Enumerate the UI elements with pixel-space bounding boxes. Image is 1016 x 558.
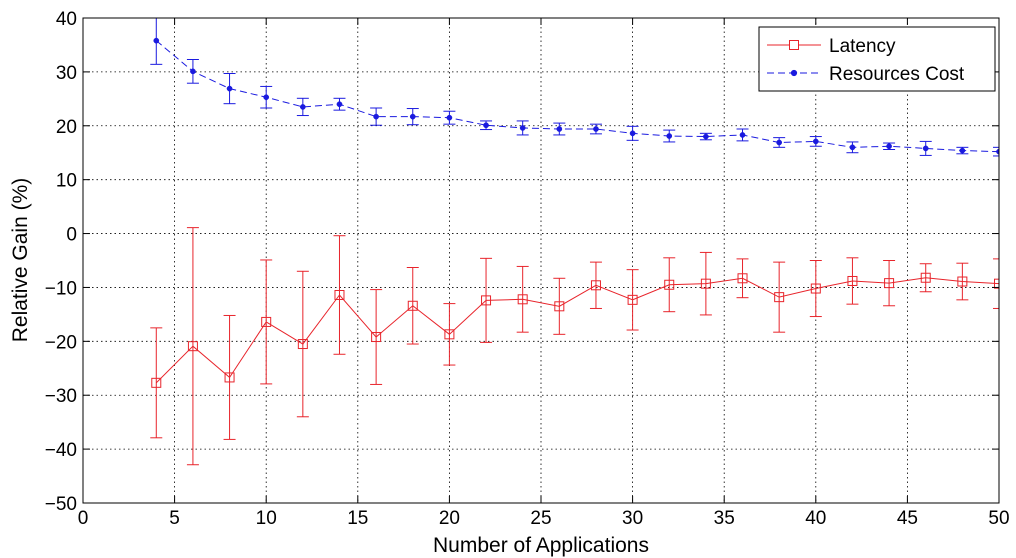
x-tick-label: 35	[714, 508, 735, 529]
resources-cost-marker	[922, 145, 929, 152]
resources-cost-marker	[519, 125, 526, 131]
y-tick-label: −50	[45, 494, 77, 515]
resources-cost-marker	[812, 138, 819, 145]
x-tick-label: 30	[622, 508, 643, 529]
latency-marker	[554, 301, 565, 312]
resources-cost-marker	[996, 148, 999, 155]
latency-marker	[810, 283, 821, 294]
ticks: 0 5 10 15 20 25 30 35 40 45 50 40 30 20 10 0 −10 −20 −30 −4…	[45, 9, 1010, 529]
legend-swatch-marker	[789, 40, 799, 50]
resources-cost-line	[155, 40, 999, 153]
latency-marker	[737, 273, 748, 284]
latency-marker	[151, 377, 162, 388]
legend-item-resources-cost: Resources Cost	[767, 64, 965, 85]
resources-cost-marker	[226, 85, 233, 92]
latency-marker	[664, 279, 675, 290]
resources-cost-marker	[336, 101, 343, 108]
y-tick-label: −10	[45, 278, 77, 299]
resources-cost-marker	[153, 37, 160, 44]
series-latency	[150, 227, 999, 466]
legend-swatch-marker	[790, 69, 798, 77]
series-layer	[150, 18, 999, 466]
resources-cost-marker	[373, 113, 379, 120]
y-tick-label: 30	[56, 63, 77, 84]
resources-cost-marker	[739, 132, 746, 138]
series-clip-group	[150, 18, 999, 466]
latency-marker	[920, 272, 931, 283]
legend-item-latency: Latency	[767, 36, 896, 57]
resources-cost-marker	[483, 122, 489, 129]
x-axis-label: Number of Applications	[433, 534, 649, 557]
resources-cost-marker	[959, 147, 966, 154]
latency-marker	[297, 339, 308, 350]
legend-box	[758, 26, 996, 92]
latency-marker	[224, 372, 235, 383]
latency-marker	[627, 294, 638, 305]
latency-marker	[774, 292, 785, 303]
latency-marker	[847, 275, 858, 286]
latency-marker	[957, 276, 968, 287]
latency-marker	[481, 295, 492, 306]
latency-marker	[407, 300, 418, 311]
plot-area	[83, 18, 999, 503]
x-tick-label: 10	[256, 508, 277, 529]
y-tick-label: 20	[56, 117, 77, 138]
resources-cost-marker	[299, 104, 306, 110]
latency-marker	[261, 316, 272, 327]
y-tick-label: 40	[56, 9, 77, 30]
latency-marker	[700, 278, 711, 289]
y-axis-label: Relative Gain (%)	[9, 178, 32, 343]
x-tick-label: 15	[347, 508, 368, 529]
latency-marker	[517, 294, 528, 305]
legend: Latency Resources Cost	[758, 26, 996, 92]
y-tick-label: −40	[45, 440, 77, 461]
latency-line	[155, 277, 999, 384]
latency-marker	[884, 278, 895, 289]
resources-cost-marker	[593, 126, 599, 132]
x-tick-label: 0	[78, 508, 89, 529]
latency-marker	[371, 332, 382, 343]
y-tick-label: 10	[56, 171, 77, 192]
legend-label: Latency	[829, 36, 896, 57]
resources-cost-error-bar	[993, 146, 999, 157]
latency-marker	[444, 329, 455, 340]
resources-cost-marker	[849, 144, 856, 151]
x-tick-label: 5	[169, 508, 180, 529]
x-tick-label: 25	[530, 508, 551, 529]
resources-cost-marker	[629, 130, 636, 137]
x-tick-label: 40	[805, 508, 826, 529]
x-tick-label: 50	[988, 508, 1009, 529]
resources-cost-marker	[446, 114, 453, 121]
latency-marker	[994, 278, 999, 289]
latency-error-bar	[993, 258, 999, 309]
latency-marker	[334, 289, 345, 300]
y-tick-label: 0	[66, 225, 77, 246]
x-tick-label: 20	[439, 508, 460, 529]
y-tick-label: −20	[45, 332, 77, 353]
resources-cost-marker	[409, 113, 416, 120]
latency-marker	[590, 280, 601, 291]
resources-cost-marker	[556, 126, 563, 132]
resources-cost-marker	[886, 143, 892, 150]
resources-cost-marker	[190, 68, 196, 75]
resources-cost-marker	[776, 139, 783, 146]
resources-cost-marker	[666, 133, 673, 139]
latency-marker	[187, 341, 198, 352]
y-tick-label: −30	[45, 386, 77, 407]
series-resources-cost	[150, 18, 999, 157]
x-tick-label: 45	[897, 508, 918, 529]
resources-cost-marker	[263, 94, 270, 101]
resources-cost-marker	[703, 133, 709, 140]
legend-label: Resources Cost	[829, 64, 965, 85]
